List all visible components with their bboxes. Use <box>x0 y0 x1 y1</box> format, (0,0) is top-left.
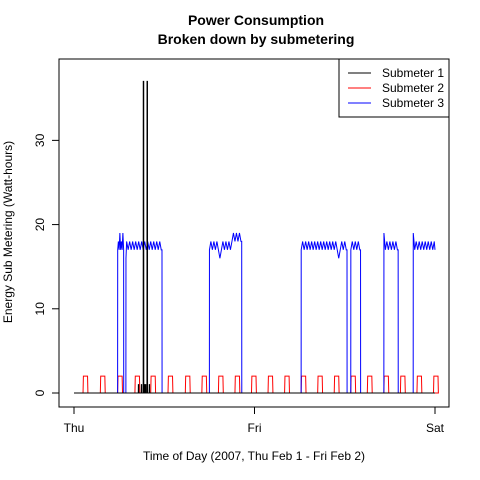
x-tick-label: Sat <box>426 421 445 435</box>
series-layer <box>74 80 439 394</box>
x-axis: Thu Fri Sat <box>64 406 445 435</box>
x-tick-label: Fri <box>248 421 262 435</box>
legend-label-submeter-3: Submeter 3 <box>382 96 444 110</box>
y-axis-label: Energy Sub Metering (Watt-hours) <box>1 141 15 323</box>
legend: Submeter 1 Submeter 2 Submeter 3 <box>338 58 450 118</box>
x-axis-label: Time of Day (2007, Thu Feb 1 - Fri Feb 2… <box>143 449 365 463</box>
y-tick-label: 0 <box>33 389 47 396</box>
chart-subtitle: Broken down by submetering <box>158 31 355 47</box>
y-tick-label: 10 <box>33 302 47 316</box>
y-tick-label: 20 <box>33 218 47 232</box>
x-tick-label: Thu <box>64 421 85 435</box>
series-line-submeter-1 <box>74 80 435 394</box>
y-axis: 0 10 20 30 <box>33 133 60 396</box>
y-tick-label: 30 <box>33 133 47 147</box>
series-line-submeter-3 <box>74 232 436 394</box>
chart-title: Power Consumption <box>188 12 324 28</box>
legend-label-submeter-1: Submeter 1 <box>382 66 444 80</box>
legend-label-submeter-2: Submeter 2 <box>382 81 444 95</box>
